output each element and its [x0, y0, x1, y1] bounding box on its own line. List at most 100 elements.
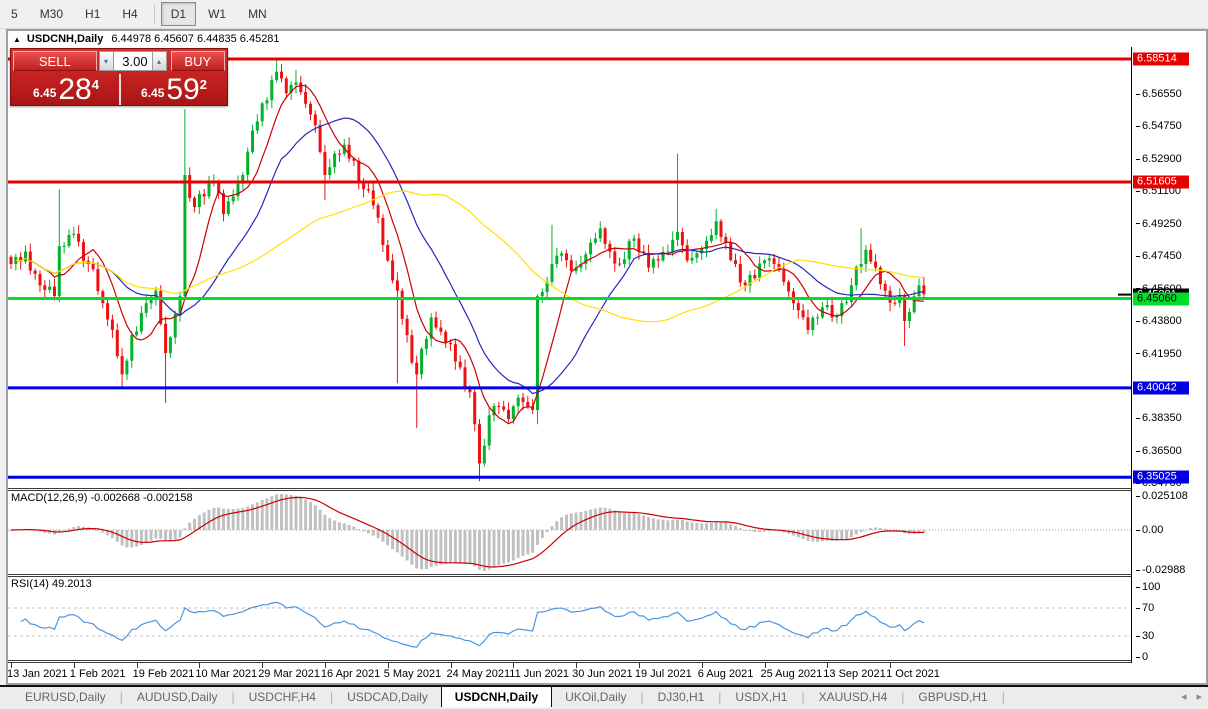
tab-usdcad-daily[interactable]: USDCAD,Daily [347, 690, 428, 704]
tab-dj30-h1[interactable]: DJ30,H1 [657, 690, 705, 704]
date-label: 1 Oct 2021 [886, 668, 940, 680]
rsi-indicator-pane[interactable]: RSI(14) 49.2013 [8, 577, 1131, 660]
date-tick [262, 663, 264, 668]
timeframe-button-H1[interactable]: H1 [85, 7, 101, 21]
tabs-scroll-right-icon[interactable]: ▸ [1196, 691, 1202, 703]
sell-price-base: 6.45 [33, 86, 57, 100]
buy-price-big: 59 [166, 73, 200, 106]
macd-indicator-pane[interactable]: MACD(12,26,9) -0.002668 -0.002158 [8, 491, 1131, 574]
tab-separator: | [119, 690, 123, 704]
date-tick [11, 663, 12, 668]
chart-title-row: ▲ USDCNH,Daily 6.44978 6.45607 6.44835 6… [8, 31, 1206, 47]
date-label: 24 May 2021 [446, 668, 511, 680]
candlestick-chart[interactable] [8, 47, 1131, 488]
date-axis[interactable]: 13 Jan 2021 1 Feb 2021 19 Feb 2021 10 Mar 2… [7, 663, 1131, 683]
tab-audusd-daily[interactable]: AUDUSD,Daily [136, 690, 218, 704]
toolbar-separator [153, 4, 155, 24]
symbol-tab-bar: EURUSD,Daily | AUDUSD,Daily | USDCHF,H4 | USDC… [0, 685, 1208, 708]
volume-decrease-button[interactable]: ▾ [98, 51, 114, 71]
timeframe-button-H4[interactable]: H4 [122, 7, 138, 21]
timeframe-button-M30[interactable]: M30 [39, 7, 64, 21]
one-click-trade-panel: SELL ▾ ▴ BUY 6.45 28 4 6.45 59 2 [10, 48, 228, 106]
axis-tick-label: 0.025108 [1136, 490, 1188, 502]
axis-tick-label: 6.38350 [1136, 412, 1182, 424]
chart-ohlc-values: 6.44978 6.45607 6.44835 6.45281 [111, 33, 280, 45]
macd-label: MACD(12,26,9) -0.002668 -0.002158 [11, 492, 193, 504]
date-label: 25 Aug 2021 [760, 668, 823, 680]
volume-stepper: ▾ ▴ [98, 51, 167, 71]
buy-price-base: 6.45 [141, 86, 165, 100]
axis-tick-label: -0.02988 [1136, 564, 1185, 576]
level-price-badge: 6.40042 [1133, 381, 1189, 395]
axis-tick-label: 6.49250 [1136, 218, 1182, 230]
level-price-badge: 6.58514 [1133, 52, 1189, 66]
rsi-label: RSI(14) 49.2013 [11, 578, 92, 590]
date-tick [73, 663, 75, 668]
tab-separator: | [801, 690, 805, 704]
timeframe-button-5[interactable]: 5 [11, 7, 18, 21]
tabs-scroll-left-icon[interactable]: ◂ [1180, 691, 1187, 703]
axis-tick-label: 70 [1136, 602, 1154, 614]
date-label: 1 Feb 2021 [69, 668, 126, 680]
date-label: 5 May 2021 [383, 668, 442, 680]
level-price-badge: 6.51605 [1133, 175, 1189, 189]
tab-separator: | [640, 690, 644, 704]
axis-tick-label: 100 [1136, 581, 1160, 593]
pane-separator[interactable] [8, 574, 1206, 577]
date-label: 19 Jul 2021 [634, 668, 692, 680]
tab-separator: | [718, 690, 722, 704]
level-price-badge: 6.45060 [1133, 292, 1189, 305]
buy-price-sup: 2 [199, 77, 207, 92]
pane-separator[interactable] [8, 488, 1206, 491]
date-tick [136, 663, 138, 668]
tab-gbpusd-h1[interactable]: GBPUSD,H1 [918, 690, 988, 704]
timeframe-toolbar: 5 M30 H1 H4 D1 W1 MN [0, 0, 1208, 29]
date-tick [450, 663, 452, 668]
timeframe-button-MN[interactable]: MN [248, 7, 267, 21]
axis-tick-label: 0.00 [1136, 524, 1163, 536]
date-label: 13 Sep 2021 [823, 668, 886, 680]
pane-separator[interactable] [8, 660, 1206, 663]
chart-window: ▲ USDCNH,Daily 6.44978 6.45607 6.44835 6… [6, 29, 1208, 685]
date-label: 16 Apr 2021 [320, 668, 381, 680]
tab-eurusd-daily[interactable]: EURUSD,Daily [25, 690, 106, 704]
sell-price-big: 28 [58, 73, 92, 106]
volume-input[interactable] [113, 51, 152, 71]
rsi-line-chart[interactable] [8, 577, 1131, 660]
date-tick [324, 663, 326, 668]
date-tick [890, 663, 892, 668]
axis-tick-label: 30 [1136, 630, 1154, 642]
collapse-triangle-icon[interactable]: ▲ [13, 34, 21, 44]
date-label: 10 Mar 2021 [195, 668, 258, 680]
sell-button[interactable]: SELL [13, 51, 97, 71]
tab-usdcnh-daily[interactable]: USDCNH,Daily [440, 686, 553, 708]
bottom-strip [0, 707, 1208, 709]
sell-price-sup: 4 [91, 77, 99, 92]
date-tick [576, 663, 578, 668]
axis-tick-label: 6.52900 [1136, 153, 1182, 165]
buy-price-display[interactable]: 6.45 59 2 [121, 74, 227, 105]
timeframe-button-D1[interactable]: D1 [160, 2, 197, 26]
tab-xauusd-h4[interactable]: XAUUSD,H4 [818, 690, 888, 704]
date-tick [827, 663, 829, 668]
tab-ukoil-daily[interactable]: UKOil,Daily [565, 690, 627, 704]
timeframe-button-W1[interactable]: W1 [208, 7, 227, 21]
tab-usdx-h1[interactable]: USDX,H1 [735, 690, 788, 704]
axis-tick-label: 6.47450 [1136, 250, 1182, 262]
tab-separator: | [901, 690, 905, 704]
price-axis[interactable]: 6.56550 6.54750 6.52900 6.51100 6.49250 6.474… [1131, 47, 1206, 663]
date-tick [199, 663, 201, 668]
date-label: 30 Jun 2021 [572, 668, 633, 680]
price-chart-pane[interactable] [8, 47, 1131, 488]
buy-button[interactable]: BUY [170, 51, 225, 71]
axis-tick-label: 6.41950 [1136, 348, 1182, 360]
chart-symbol-label: USDCNH,Daily [26, 33, 104, 45]
sell-price-display[interactable]: 6.45 28 4 [13, 74, 121, 105]
date-label: 11 Jun 2021 [509, 668, 570, 680]
volume-increase-button[interactable]: ▴ [151, 51, 167, 71]
date-tick [638, 663, 640, 668]
date-tick [764, 663, 766, 668]
tab-usdchf-h4[interactable]: USDCHF,H4 [248, 690, 316, 704]
macd-histogram[interactable] [8, 491, 1131, 574]
date-label: 13 Jan 2021 [7, 668, 68, 680]
